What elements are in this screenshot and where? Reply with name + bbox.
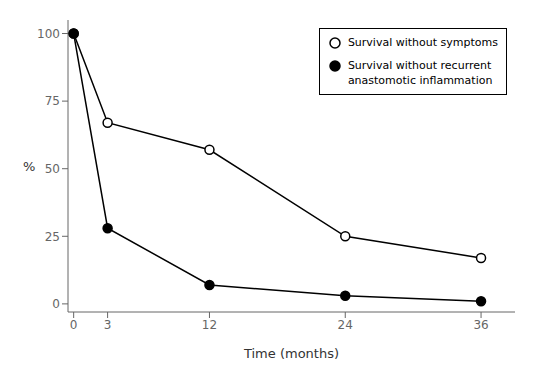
- svg-text:12: 12: [202, 318, 217, 332]
- html-text:Survival without recurrent ana: Survival without recurrent anastomotic i…: [347, 59, 493, 87]
- svg-text:25: 25: [45, 230, 60, 244]
- svg-text:100: 100: [37, 27, 60, 41]
- html-text:Survival without symptoms: Survival without symptoms: [347, 36, 498, 49]
- svg-text:0: 0: [70, 318, 78, 332]
- svg-text:3: 3: [104, 318, 112, 332]
- svg-text:24: 24: [338, 318, 353, 332]
- svg-text:0: 0: [52, 297, 60, 311]
- svg-text:50: 50: [45, 162, 60, 176]
- svg-text:36: 36: [473, 318, 488, 332]
- svg-text:%: %: [23, 159, 35, 174]
- svg-text:Time (months): Time (months): [243, 346, 339, 361]
- svg-text:75: 75: [45, 94, 60, 108]
